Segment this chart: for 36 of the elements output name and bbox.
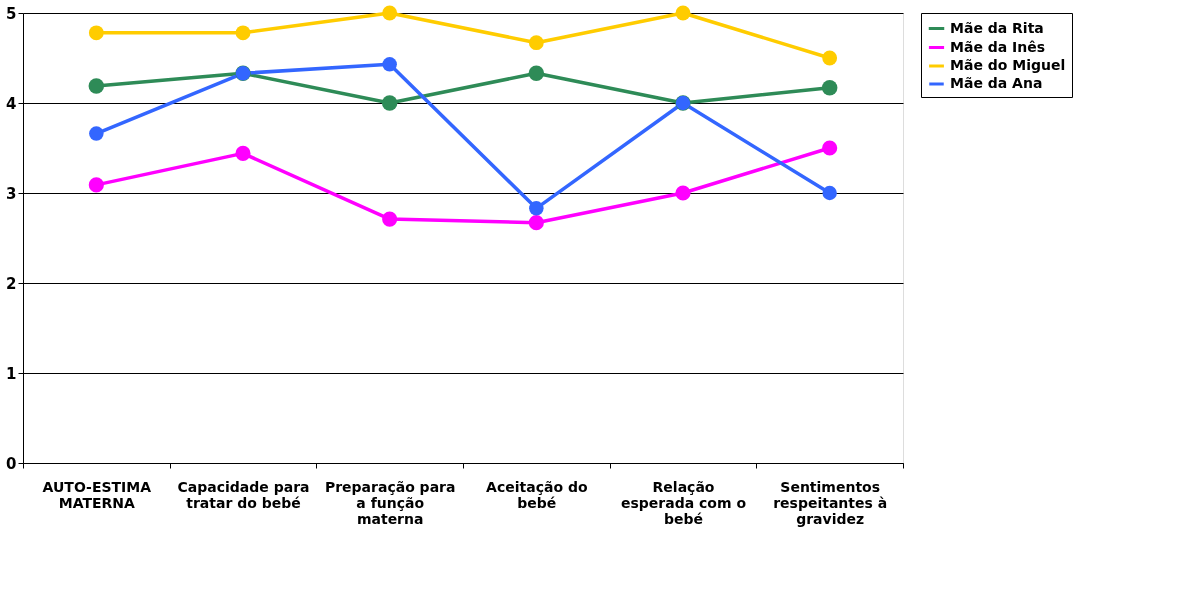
- point: [675, 185, 691, 201]
- point: [382, 5, 398, 21]
- point: [88, 78, 105, 94]
- x-tick-label: Preparação para a função materna: [324, 478, 456, 527]
- point: [675, 5, 691, 21]
- point: [822, 185, 837, 201]
- legend-label: Mãe da Rita: [950, 19, 1044, 36]
- point: [529, 201, 544, 216]
- point: [381, 95, 398, 111]
- x-tick-label: Aceitação do bebé: [486, 478, 588, 511]
- legend-label: Mãe da Ana: [950, 75, 1043, 91]
- y-tick-label: 5: [6, 4, 17, 23]
- point: [821, 79, 838, 96]
- point: [89, 126, 104, 141]
- point: [88, 177, 104, 193]
- point: [822, 140, 838, 156]
- x-tick-label: Capacidade para tratar do bebé: [177, 478, 310, 511]
- legend-label: Mãe do Miguel: [950, 57, 1066, 73]
- point: [382, 211, 398, 227]
- y-tick-label: 2: [6, 274, 17, 293]
- point: [88, 25, 104, 41]
- point: [528, 215, 544, 231]
- point: [528, 35, 544, 51]
- point: [235, 25, 251, 41]
- legend-label: Mãe da Inês: [950, 38, 1046, 55]
- point: [382, 57, 397, 72]
- y-tick-label: 0: [6, 454, 17, 473]
- point: [235, 145, 251, 161]
- x-tick-label: Sentimentos respeitantes à gravidez: [773, 478, 888, 527]
- y-tick-label: 1: [6, 364, 17, 383]
- x-tick-label: Relação esperada com o bebé: [620, 478, 747, 527]
- point: [528, 65, 545, 82]
- point: [822, 50, 838, 66]
- x-tick-label: AUTO-ESTIMA MATERNA: [42, 478, 152, 511]
- y-tick-label: 3: [6, 184, 17, 203]
- y-tick-label: 4: [6, 94, 17, 113]
